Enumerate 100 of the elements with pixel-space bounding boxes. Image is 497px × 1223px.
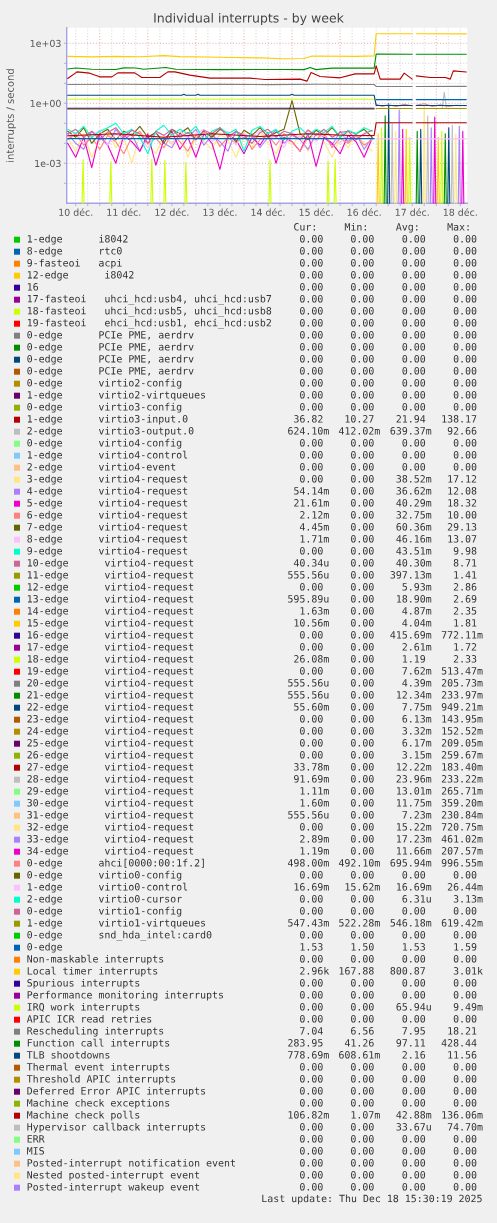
text: 0.00 0.00 3.32m 152.52m xyxy=(300,727,483,735)
legend-label: 15-edge virtio4-request xyxy=(27,618,194,629)
legend-label: Machine check polls xyxy=(27,1110,140,1121)
legend-label: Non-maskable interrupts xyxy=(27,954,164,965)
legend-label: 6-edge virtio4-request xyxy=(27,510,188,521)
text: 0.00 0.00 6.13m 143.95m xyxy=(300,715,483,723)
text: 0.00 0.00 0.00 0.00 xyxy=(300,439,477,447)
legend-label: 29-edge virtio4-request xyxy=(27,786,194,797)
legend-label: Deferred Error APIC interrupts xyxy=(27,1086,206,1097)
legend-label: 23-edge virtio4-request xyxy=(27,714,194,725)
x-tick-label: 18 déc. xyxy=(443,208,477,216)
legend-label: Machine check exceptions xyxy=(27,1098,170,1109)
legend-label: 1-edge virtio3-input.0 xyxy=(27,414,188,425)
text: 0.00 0.00 5.93m 2.86 xyxy=(300,583,477,591)
legend-label: 8-edge virtio4-request xyxy=(27,534,188,545)
text: 0.00 0.00 0.00 0.00 xyxy=(300,871,477,879)
legend-label: 0-edge virtio1-config xyxy=(27,906,182,917)
legend-label: 2-edge virtio3-output.0 xyxy=(27,426,194,437)
text: 0.00 0.00 0.00 0.00 xyxy=(300,1135,477,1143)
text: 0.00 0.00 6.17m 209.05m xyxy=(300,739,483,747)
legend-label: 4-edge virtio4-request xyxy=(27,486,188,497)
legend-label: 0-edge ahci[0000:00:1f.2] xyxy=(27,858,204,869)
text: 1.53 1.50 1.53 1.59 xyxy=(300,943,477,951)
text: 4.45m 0.00 60.36m 29.13 xyxy=(299,523,477,531)
text: 0.00 0.00 2.61m 1.72 xyxy=(300,643,477,651)
text: 26.08m 0.00 1.19 2.33 xyxy=(294,655,477,663)
legend-label: 8-edge rtc0 xyxy=(27,246,122,257)
legend-label: 17-edge virtio4-request xyxy=(27,642,194,653)
legend-label: 30-edge virtio4-request xyxy=(27,798,194,809)
text: 0.00 0.00 0.00 0.00 xyxy=(300,1183,477,1191)
text: 498.00m 492.10m 695.94m 996.55m xyxy=(287,859,483,867)
text: Cur: Min: Avg: Max: xyxy=(294,222,469,233)
legend-label: 0-edge PCIe PME, aerdrv xyxy=(27,366,194,377)
legend-label: 33-edge virtio4-request xyxy=(27,834,194,845)
text: 595.89u 0.00 18.90m 2.69 xyxy=(288,595,477,603)
y-axis-title: interrupts / second xyxy=(6,69,16,162)
y-tick-label: 1e+03 xyxy=(30,39,61,47)
text: 0.00 0.00 0.00 0.00 xyxy=(300,1099,477,1107)
legend-label: 17-fasteoi uhci_hcd:usb4, uhci_hcd:usb7 xyxy=(27,294,272,305)
text: 0.00 0.00 3.15m 259.67m xyxy=(300,751,483,759)
y-tick-label: 1e-03 xyxy=(35,159,61,168)
text: 7.04 6.56 7.95 18.21 xyxy=(300,1027,477,1035)
legend-label: ERR xyxy=(27,1135,45,1143)
text: 1.11m 0.00 13.01m 265.71m xyxy=(300,787,483,795)
text: 2.12m 0.00 32.75m 10.00 xyxy=(300,511,477,519)
legend-label: 0-edge virtio0-config xyxy=(27,870,182,881)
text: 36.82 10.27 21.94 138.17 xyxy=(294,415,477,423)
legend-label: 12-edge i8042 xyxy=(27,270,134,281)
text: 0.00 0.00 0.00 0.00 xyxy=(300,931,477,939)
legend-label: Nested posted-interrupt event xyxy=(27,1170,200,1181)
legend-label: 20-edge virtio4-request xyxy=(27,678,194,689)
text: 555.56u 0.00 397.13m 1.41 xyxy=(288,571,477,579)
text: 0.00 0.00 0.00 0.00 xyxy=(300,379,477,387)
text: 0.00 0.00 0.00 0.00 xyxy=(300,1075,477,1083)
legend-label: IRQ work interrupts xyxy=(27,1002,140,1013)
x-tick-label: 14 déc. xyxy=(251,208,285,216)
text: 0.00 0.00 0.00 0.00 xyxy=(300,955,477,963)
legend-label: 32-edge virtio4-request xyxy=(27,822,194,833)
legend-label: 1-edge i8042 xyxy=(27,234,128,245)
x-tick-label: 10 déc. xyxy=(59,208,93,216)
legend-label: MIS xyxy=(27,1147,44,1155)
text: 0.00 0.00 0.00 0.00 xyxy=(300,1147,477,1155)
legend-label: TLB shootdowns xyxy=(26,1050,110,1059)
text: 1.71m 0.00 46.16m 13.07 xyxy=(300,535,477,543)
x-tick-label: 16 déc. xyxy=(347,208,381,216)
legend-label: 2-edge virtio4-event xyxy=(27,462,176,473)
x-tick-label: 13 déc. xyxy=(203,208,237,216)
legend-label: Posted-interrupt notification event xyxy=(27,1158,235,1169)
text: 555.56u 0.00 7.23m 230.84m xyxy=(288,811,483,819)
text: 0.00 0.00 0.00 0.00 xyxy=(300,403,477,411)
text: 0.00 0.00 0.00 0.00 xyxy=(300,259,477,267)
legend-label: 19-edge virtio4-request xyxy=(27,666,194,677)
text: 0.00 0.00 15.22m 720.75m xyxy=(300,823,483,831)
text: 21.61m 0.00 40.29m 18.32 xyxy=(294,499,477,507)
legend-label: Threshold APIC interrupts xyxy=(26,1074,176,1085)
legend-label: 9-fasteoi acpi xyxy=(27,258,122,269)
text: 0.00 0.00 6.31u 3.13m xyxy=(300,895,483,903)
text: Last update: Thu Dec 18 15:30:19 2025 xyxy=(262,1194,482,1205)
text: 0.00 0.00 0.00 0.00 xyxy=(300,991,477,999)
text: 10.56m 0.00 4.04m 1.81 xyxy=(294,619,477,627)
legend-label: 14-edge virtio4-request xyxy=(27,606,194,617)
text: 54.14m 0.00 36.62m 12.08 xyxy=(294,487,477,495)
text: 0.00 0.00 43.51m 9.98 xyxy=(300,547,477,555)
text: 0.00 0.00 0.00 0.00 xyxy=(300,391,477,399)
text: 2.96k 167.88 800.87 3.01k xyxy=(300,966,483,975)
legend-label: 0-edge xyxy=(27,942,62,953)
legend-label: 0-edge PCIe PME, aerdrv xyxy=(27,354,194,365)
y-tick-label: 1e+00 xyxy=(30,99,61,107)
legend-label: 18-fasteoi uhci_hcd:usb5, uhci_hcd:usb8 xyxy=(27,306,272,317)
text: 0.00 0.00 7.62m 513.47m xyxy=(300,667,483,675)
text: 16.69m 15.62m 16.69m 26.44m xyxy=(294,883,483,891)
text: 0.00 0.00 0.00 0.00 xyxy=(300,331,477,339)
legend-label: 22-edge virtio4-request xyxy=(27,702,194,713)
text: 283.95 41.26 97.11 428.44 xyxy=(288,1039,477,1047)
legend-label: 0-edge snd_hda_intel:card0 xyxy=(27,930,212,941)
x-tick-label: 11 déc. xyxy=(107,208,141,216)
legend-label: APIC ICR read retries xyxy=(26,1014,152,1023)
legend-label: Performance monitoring interrupts xyxy=(27,990,224,1001)
legend-label: Function call interrupts xyxy=(27,1038,170,1049)
legend-label: 0-edge virtio2-config xyxy=(27,378,182,389)
